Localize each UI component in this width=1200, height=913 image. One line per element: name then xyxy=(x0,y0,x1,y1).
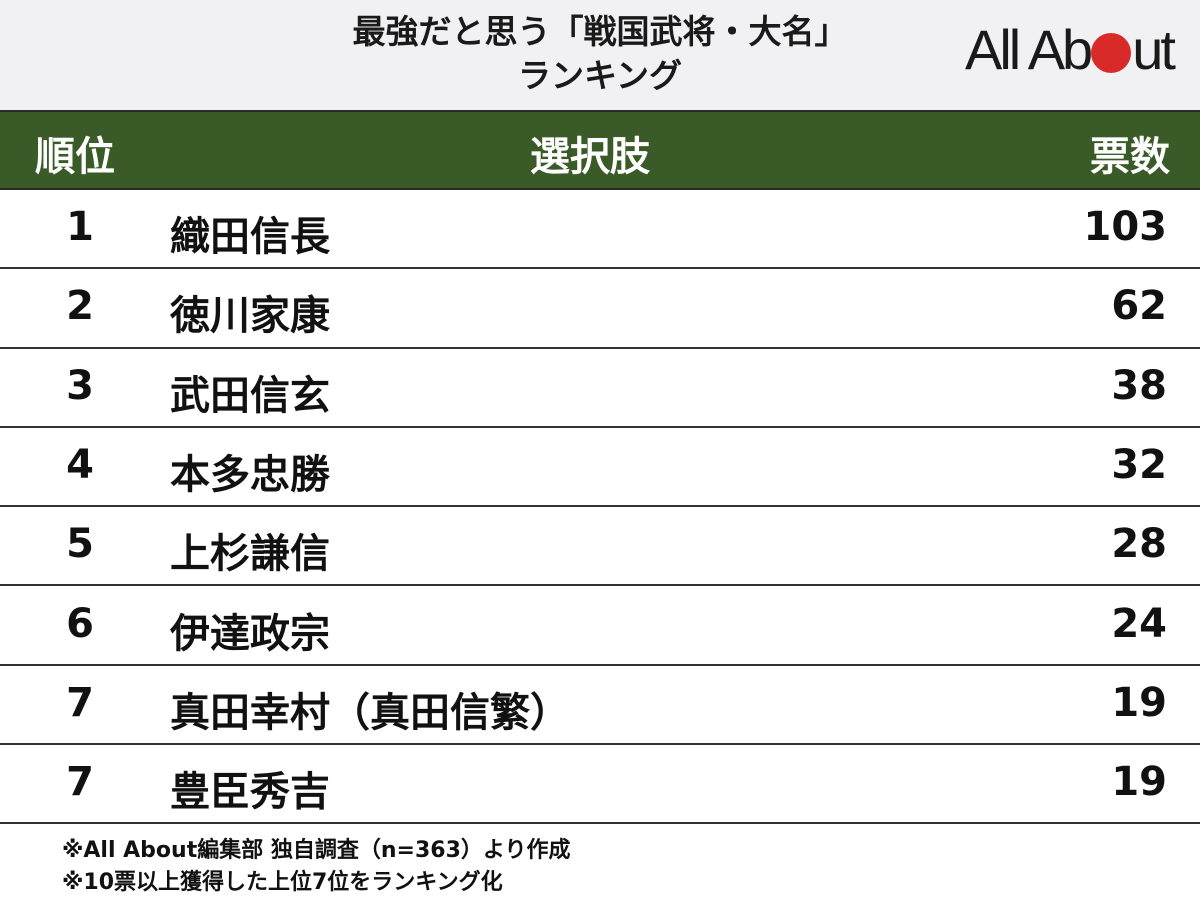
table-row: 4 本多忠勝 32 xyxy=(0,428,1200,508)
table-header: 順位 選択肢 票数 xyxy=(0,110,1200,190)
column-header-votes: 票数 xyxy=(1090,134,1170,180)
rank-cell: 1 xyxy=(66,204,94,250)
votes-cell: 28 xyxy=(1111,521,1167,568)
name-cell: 徳川家康 xyxy=(170,293,330,340)
rank-cell: 5 xyxy=(66,521,94,568)
votes-cell: 103 xyxy=(1083,204,1168,250)
name-cell: 伊達政宗 xyxy=(170,610,330,657)
rank-cell: 4 xyxy=(66,441,94,488)
votes-cell: 24 xyxy=(1111,600,1167,647)
table-row: 2 徳川家康 62 xyxy=(0,269,1200,349)
column-header-choice: 選択肢 xyxy=(530,134,650,180)
footnote-source: ※All About編集部 独自調査（n=363）より作成 xyxy=(62,838,571,863)
name-cell: 織田信長 xyxy=(170,214,330,260)
votes-cell: 19 xyxy=(1111,759,1167,806)
votes-cell: 38 xyxy=(1111,362,1167,409)
rank-cell: 2 xyxy=(66,283,94,330)
rank-cell: 6 xyxy=(66,600,94,647)
rank-cell: 7 xyxy=(66,759,94,806)
column-header-rank: 順位 xyxy=(35,134,115,180)
votes-cell: 32 xyxy=(1111,441,1167,488)
logo-red-dot-icon xyxy=(1091,33,1132,73)
table-row: 7 真田幸村（真田信繁） 19 xyxy=(0,666,1200,746)
name-cell: 本多忠勝 xyxy=(170,451,330,498)
table-row: 3 武田信玄 38 xyxy=(0,349,1200,428)
chart-title: 最強だと思う「戦国武将・大名」 ランキング xyxy=(200,10,1000,98)
votes-cell: 62 xyxy=(1111,283,1167,330)
all-about-logo: All Ab ut xyxy=(965,18,1176,81)
table-row: 7 豊臣秀吉 19 xyxy=(0,745,1200,825)
title-line-2: ランキング xyxy=(517,56,682,95)
rank-cell: 7 xyxy=(66,679,94,726)
title-line-1: 最強だと思う「戦国武将・大名」 xyxy=(352,12,848,51)
footnote-criteria: ※10票以上獲得した上位7位をランキング化 xyxy=(62,870,503,895)
table-row: 1 織田信長 103 xyxy=(0,190,1200,270)
title-area: 最強だと思う「戦国武将・大名」 ランキング All Ab ut xyxy=(0,0,1200,110)
rank-cell: 3 xyxy=(66,362,94,409)
table-row: 5 上杉謙信 28 xyxy=(0,507,1200,587)
name-cell: 上杉謙信 xyxy=(170,531,330,578)
votes-cell: 19 xyxy=(1111,679,1167,726)
name-cell: 武田信玄 xyxy=(170,372,330,419)
table-row: 6 伊達政宗 24 xyxy=(0,587,1200,666)
name-cell: 豊臣秀吉 xyxy=(170,769,330,816)
name-cell: 真田幸村（真田信繁） xyxy=(170,689,570,736)
